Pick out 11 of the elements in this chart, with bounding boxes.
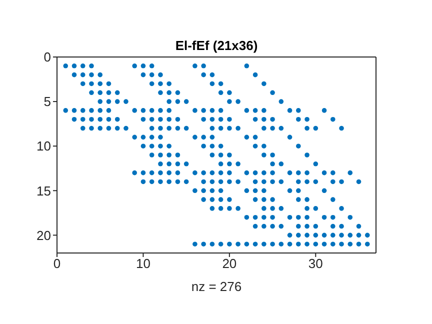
x-tick-label: 20 — [222, 256, 237, 272]
x-axis-title: nz = 276 — [191, 279, 242, 294]
y-tick-label: 0 — [44, 50, 51, 65]
x-tick-label: 30 — [308, 256, 323, 272]
chart-title: El-fEf (21x36) — [174, 38, 259, 53]
y-tick-label: 5 — [44, 94, 51, 110]
y-tick-label: 15 — [36, 183, 51, 198]
x-tick-label: 10 — [136, 256, 150, 272]
y-tick-label: 10 — [36, 138, 51, 154]
y-tick-label: 20 — [36, 228, 51, 243]
x-tick-label: 0 — [53, 256, 61, 272]
